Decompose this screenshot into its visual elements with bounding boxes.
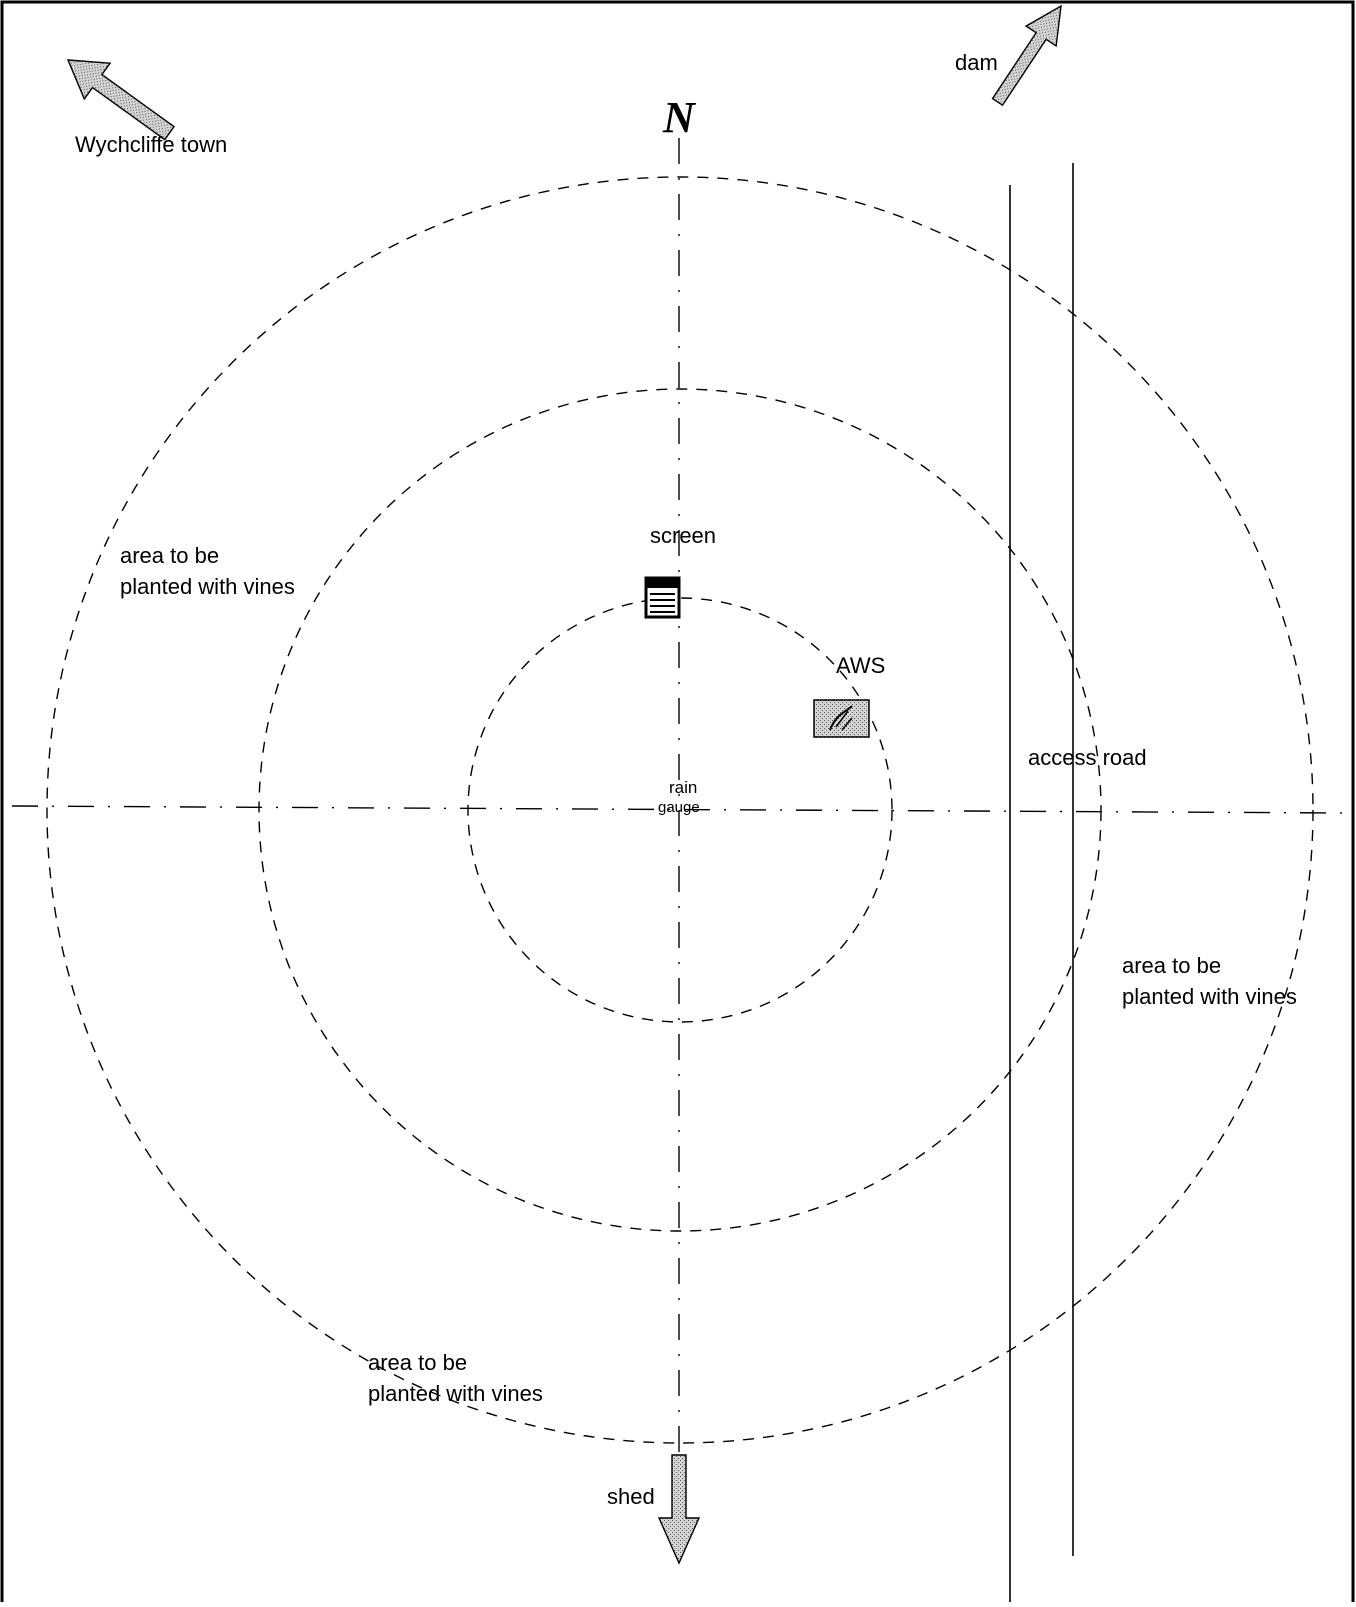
area-label-west-line1: area to be (120, 543, 219, 568)
rain-gauge-label-line1: rain (669, 778, 697, 797)
rain-gauge-label-line2: gauge (658, 799, 700, 816)
screen-icon (644, 576, 681, 619)
town-label: Wychcliffe town (75, 132, 227, 157)
screen-label: screen (650, 523, 716, 548)
north-label: N (662, 93, 697, 142)
shed-direction-arrow (657, 1454, 701, 1565)
area-label-south-line1: area to be (368, 1350, 467, 1375)
dam-label: dam (955, 50, 998, 75)
town-direction-arrow (66, 59, 176, 141)
outer-ring (46, 176, 1314, 1444)
area-label-west-line2: planted with vines (120, 574, 295, 599)
middle-ring (258, 388, 1102, 1232)
shed-label: shed (607, 1484, 655, 1509)
area-label-south-line2: planted with vines (368, 1381, 543, 1406)
aws-label: AWS (836, 653, 885, 678)
access-road-label: access road (1028, 745, 1147, 770)
dam-direction-arrow (991, 4, 1062, 107)
aws-icon (813, 699, 870, 738)
area-label-east-line1: area to be (1122, 953, 1221, 978)
area-label-east-line2: planted with vines (1122, 984, 1297, 1009)
